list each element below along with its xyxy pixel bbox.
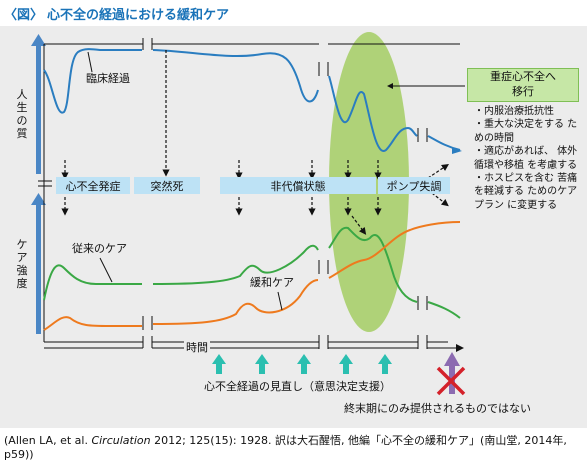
- caption-journal: Circulation: [91, 434, 151, 447]
- palliative-care-curve: [43, 221, 461, 331]
- stage-dashed-links: [61, 50, 449, 235]
- caption-before: (Allen LA, et al.: [4, 434, 92, 447]
- not-only-end-note: 終末期にのみ提供されるものではない: [344, 402, 531, 415]
- review-arrows: [212, 354, 392, 374]
- review-note: 心不全経過の見直し（意思決定支援）: [204, 380, 391, 393]
- source-caption: (Allen LA, et al. Circulation 2012; 125(…: [4, 434, 584, 462]
- stage-separators: [38, 180, 52, 187]
- y-axis-label-quality: 人生の質: [16, 88, 28, 140]
- y-axis-arrows: [31, 34, 46, 334]
- page-title: 心不全の経過における緩和ケア: [47, 7, 230, 23]
- palliative-care-label: 緩和ケア: [250, 276, 294, 289]
- list-item: ・重大な決定をする ための時間: [474, 119, 578, 144]
- y-axis-label-care: ケア強度: [16, 238, 28, 290]
- conventional-care-label: 従来のケア: [72, 242, 127, 255]
- frame-lines: [43, 38, 460, 349]
- conventional-care-curve: [43, 226, 461, 319]
- severe-hf-line2: 移行: [512, 85, 534, 98]
- caption-after: 2012; 125(15): 1928. 訳は大石醒悟, 他編「心不全の緩和ケア…: [4, 434, 567, 461]
- severe-hf-list: ・内服治療抵抗性 ・重大な決定をする ための時間 ・適応があれば、 体外循環や移…: [474, 105, 582, 212]
- severe-hf-line1: 重症心不全へ: [490, 70, 556, 83]
- clinical-course-curve: [43, 48, 461, 152]
- title-bracket: 〈図〉: [4, 7, 44, 23]
- title-bar: 〈図〉 心不全の経過における緩和ケア: [0, 0, 587, 26]
- clinical-course-label: 臨床経過: [86, 72, 130, 85]
- stage-decompensation: 非代償状態: [220, 177, 376, 194]
- stage-onset: 心不全発症: [56, 177, 130, 194]
- end-of-life-marker: [436, 352, 466, 396]
- list-item: ・ホスピスを含む 苦痛を軽減する ためのケアプラン に変更する: [474, 173, 578, 211]
- list-item: ・適応があれば、 体外循環や移植 を考慮する: [474, 146, 578, 171]
- x-axis-label: 時間: [184, 341, 210, 355]
- severe-hf-box: 重症心不全へ 移行: [467, 68, 579, 102]
- stage-pump-failure: ポンプ失調: [378, 177, 450, 194]
- stage-sudden-death: 突然死: [134, 177, 200, 194]
- list-item: ・内服治療抵抗性: [474, 106, 554, 117]
- label-pointers: [87, 51, 465, 311]
- x-axis-arrow: [44, 344, 464, 352]
